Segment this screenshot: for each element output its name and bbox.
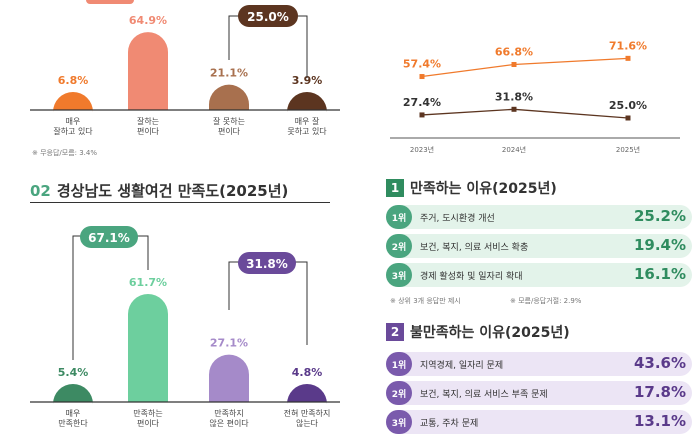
bar-category-label: 잘하는 — [137, 116, 159, 126]
bar — [53, 92, 93, 112]
section2-divider — [30, 202, 330, 203]
rank-card: 2위 보건, 복지, 의료 서비스 확충 19.4% — [386, 234, 692, 258]
group-badge — [238, 5, 298, 27]
rank-reason: 경제 활성화 및 일자리 확대 — [420, 272, 523, 282]
satisfied-header: 1 만족하는 이유(2025년) — [386, 178, 557, 198]
rank-badge: 3위 — [386, 410, 412, 434]
bar-value-label: 3.9% — [292, 74, 323, 87]
rank-reason: 교통, 주차 문제 — [420, 419, 479, 429]
rank-badge: 1위 — [386, 205, 412, 229]
rank-value: 17.8% — [633, 383, 686, 401]
rank-value: 16.1% — [633, 265, 686, 283]
bar-category-label: 잘하고 있다 — [53, 126, 93, 136]
data-label: 66.8% — [495, 45, 533, 58]
top-group-badge-left — [86, 0, 134, 4]
top-chart-note: ※ 무응답/모름: 3.4% — [32, 149, 98, 157]
group-badge-label: 25.0% — [247, 10, 289, 24]
series-point — [419, 74, 425, 80]
bar-value-label: 61.7% — [129, 276, 167, 289]
rank-badge: 2위 — [386, 234, 412, 258]
rank-value: 19.4% — [633, 236, 686, 254]
bar-value-label: 27.1% — [210, 337, 248, 350]
series-point — [419, 112, 425, 118]
bar-category-label: 잘 못하는 — [213, 116, 245, 126]
rank-reason: 보건, 복지, 의료 서비스 확충 — [420, 243, 529, 253]
data-label: 71.6% — [609, 39, 647, 52]
rank-value: 13.1% — [633, 412, 686, 430]
bar-category-label: 편이다 — [137, 418, 160, 428]
bar-category-label: 않은 편이다 — [209, 418, 249, 428]
rank-badge: 2위 — [386, 381, 412, 405]
bar-category-label: 매우 잘 — [295, 117, 320, 126]
group-badge-left-label: 67.1% — [88, 231, 130, 245]
bar-category-label: 편이다 — [137, 126, 160, 136]
bar-value-label: 4.8% — [292, 366, 323, 379]
left-panel: 6.8% 매우 잘하고 있다 64.9% 잘하는 편이다 21.1% 잘 못하는 편이다 3.9%… — [30, 0, 340, 428]
dissatisfied-title: 불만족하는 이유(2025년) — [410, 325, 570, 341]
section2-number: 02 — [30, 182, 51, 200]
series-point — [625, 115, 631, 121]
bar-value-label: 21.1% — [210, 67, 248, 80]
bar — [287, 384, 327, 404]
rank-reason: 보건, 복지, 의료 서비스 부족 문제 — [420, 390, 548, 400]
series-line — [421, 108, 629, 119]
rank-value: 25.2% — [633, 207, 686, 225]
satisfied-note-right: ※ 모름/응답거절: 2.9% — [510, 297, 582, 305]
rank-card: 3위 교통, 주차 문제 13.1% — [386, 410, 692, 434]
bar-category-label: 매우 — [66, 117, 81, 126]
x-tick-label: 2025년 — [616, 145, 640, 154]
trend-line-chart: 57.4% 66.8% 71.6% 27.4% 31.8% 25.0% 2023년 2024년… — [390, 39, 680, 154]
dissatisfied-header: 2 불만족하는 이유(2025년) — [386, 322, 570, 342]
group-bracket-right — [228, 261, 308, 345]
rank-reason: 주거, 도시환경 개선 — [420, 214, 495, 224]
satisfied-title: 만족하는 이유(2025년) — [410, 181, 557, 197]
bar-value-label: 6.8% — [58, 74, 89, 87]
bar-category-label: 못하고 있다 — [287, 126, 327, 136]
group-badge-left — [80, 226, 138, 248]
series-line — [421, 57, 629, 78]
section2-title: 02 경상남도 생활여건 만족도(2025년) — [30, 180, 288, 201]
data-label: 25.0% — [609, 99, 647, 112]
bar — [53, 384, 93, 404]
rank-value: 43.6% — [633, 354, 686, 372]
rank-card: 2위 보건, 복지, 의료 서비스 부족 문제 17.8% — [386, 381, 692, 405]
x-tick-label: 2023년 — [410, 145, 434, 154]
x-tick-label: 2024년 — [502, 145, 526, 154]
section2-title-text: 경상남도 생활여건 만족도(2025년) — [56, 182, 289, 200]
data-label: 31.8% — [495, 90, 533, 103]
rank-card: 1위 지역경제, 일자리 문제 43.6% — [386, 352, 692, 376]
group-badge-right-label: 31.8% — [246, 257, 288, 271]
series-point — [511, 106, 517, 112]
data-label: 27.4% — [403, 96, 441, 109]
satisfied-note-left: ※ 상위 3개 응답만 제시 — [390, 297, 461, 305]
rank-card: 1위 주거, 도시환경 개선 25.2% — [386, 205, 692, 229]
dissatisfied-number: 2 — [386, 323, 404, 341]
bar — [128, 294, 168, 402]
right-panel: 57.4% 66.8% 71.6% 27.4% 31.8% 25.0% 2023년 2024년… — [360, 0, 700, 440]
rank-badge: 1위 — [386, 352, 412, 376]
bar-category-label: 전혀 만족하지 — [284, 408, 331, 418]
series-point — [511, 61, 517, 67]
satisfied-number: 1 — [386, 179, 404, 197]
bar-category-label: 편이다 — [218, 126, 241, 136]
rank-reason: 지역경제, 일자리 문제 — [420, 361, 504, 371]
data-label: 57.4% — [403, 58, 441, 71]
bar-value-label: 5.4% — [58, 366, 89, 379]
bar-category-label: 만족하는 — [133, 408, 162, 418]
series-point — [625, 55, 631, 61]
bar — [287, 92, 327, 112]
bar-category-label: 만족한다 — [58, 419, 88, 428]
group-badge-right — [238, 252, 296, 274]
rank-card: 3위 경제 활성화 및 일자리 확대 16.1% — [386, 263, 692, 287]
bar-category-label: 만족하지 — [214, 408, 243, 418]
bar-category-label: 않는다 — [296, 419, 319, 428]
bar — [209, 84, 249, 110]
bar — [128, 32, 168, 111]
bar — [209, 354, 249, 402]
bar-value-label: 64.9% — [129, 14, 167, 27]
rank-badge: 3위 — [386, 263, 412, 287]
bar-category-label: 매우 — [66, 409, 81, 418]
